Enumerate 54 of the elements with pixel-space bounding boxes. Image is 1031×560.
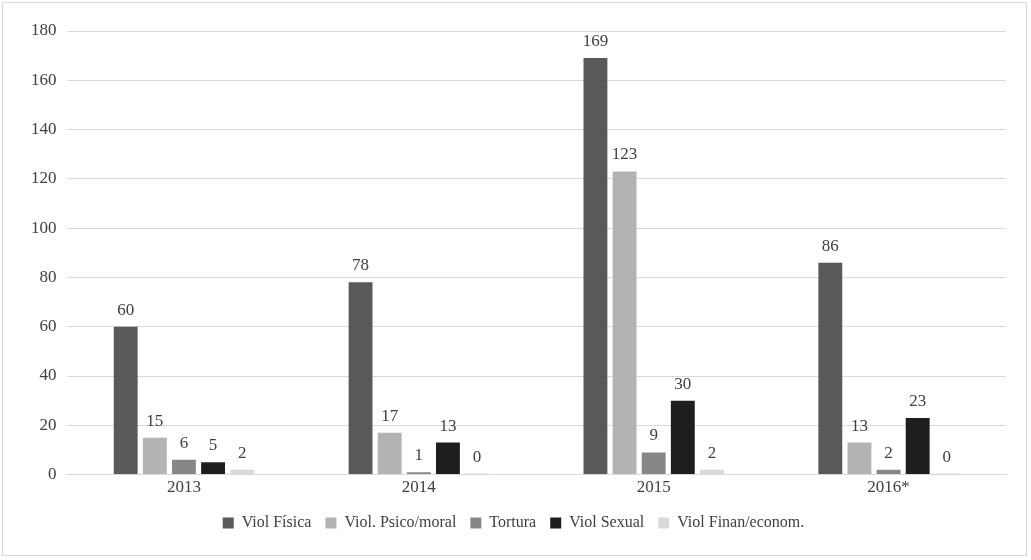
- y-tick-label: 60: [39, 316, 57, 336]
- bar: [348, 282, 373, 475]
- data-label: 17: [381, 405, 399, 425]
- bar: [670, 400, 695, 475]
- data-label: 9: [649, 425, 658, 445]
- bar: [201, 462, 225, 475]
- data-label: 2: [884, 442, 893, 462]
- legend-label: Viol Sexual: [569, 513, 645, 531]
- bar: [905, 417, 930, 475]
- data-label: 30: [674, 373, 692, 393]
- bar: [876, 469, 901, 475]
- y-tick-label: 140: [31, 119, 57, 139]
- bar: [641, 452, 666, 475]
- bar: [113, 326, 138, 475]
- data-label: 0: [472, 446, 482, 466]
- y-tick-label: 160: [31, 69, 57, 89]
- legend-label: Viol Física: [241, 513, 312, 531]
- data-label: 13: [439, 415, 457, 435]
- legend-label: Viol Finan/econom.: [677, 513, 805, 531]
- data-label: 15: [146, 410, 164, 430]
- bar: [172, 459, 196, 475]
- bar: [436, 442, 460, 475]
- data-label: 13: [850, 415, 868, 435]
- bar: [377, 432, 402, 475]
- bar: [583, 58, 608, 475]
- data-label: 2: [707, 442, 717, 462]
- y-tick-label: 120: [31, 168, 57, 188]
- x-tick-label: 2014: [401, 477, 437, 497]
- y-tick-label: 40: [39, 365, 57, 385]
- data-label: 2: [237, 442, 247, 462]
- y-tick-label: 100: [31, 217, 57, 237]
- data-label: 6: [179, 432, 189, 452]
- y-tick-label: 180: [31, 20, 57, 40]
- data-label: 169: [582, 31, 609, 51]
- data-label: 0: [942, 446, 952, 466]
- data-label: 78: [352, 255, 370, 275]
- data-label: 5: [208, 435, 218, 455]
- y-tick-label: 20: [39, 414, 57, 434]
- x-tick-label: 2016*: [867, 477, 910, 497]
- x-tick-label: 2013: [166, 477, 201, 497]
- x-tick-label: 2015: [636, 477, 671, 497]
- y-tick-label: 80: [39, 266, 57, 286]
- legend-label: Tortura: [489, 513, 537, 531]
- data-label: 1: [414, 445, 424, 465]
- bar: [818, 262, 843, 475]
- data-label: 23: [909, 390, 927, 410]
- bar: [612, 171, 637, 475]
- data-label: 123: [611, 144, 638, 164]
- bar: [847, 442, 872, 475]
- data-label: 86: [821, 235, 839, 255]
- data-label: 60: [117, 299, 135, 319]
- y-tick-label: 0: [48, 464, 57, 484]
- bar: [142, 437, 167, 475]
- legend-label: Viol. Psico/moral: [344, 513, 457, 531]
